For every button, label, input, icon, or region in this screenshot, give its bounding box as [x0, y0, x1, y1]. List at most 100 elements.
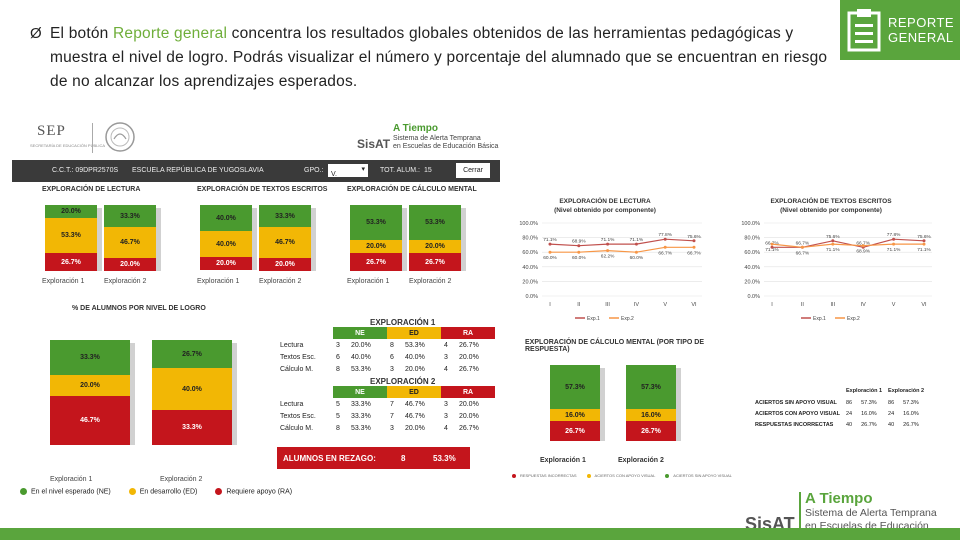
hdr-ed: ED: [387, 327, 441, 339]
point-0: [770, 245, 774, 249]
data-label: 62.2%: [601, 254, 615, 260]
table-cell: 8: [336, 365, 340, 373]
rezago-pct: 53.3%: [433, 454, 456, 463]
table-cell: 26.7%: [861, 421, 877, 428]
table-cell: 40.0%: [350, 353, 371, 361]
data-label: 77.8%: [658, 232, 672, 238]
rezago-count: 8: [401, 454, 406, 463]
x-tick: III: [831, 302, 836, 308]
table-cell: 4: [444, 365, 448, 373]
table-cell: 57.3%: [903, 399, 919, 406]
table-cell: 86: [888, 399, 895, 406]
legend-label: Exp.1: [587, 316, 600, 322]
school-name: ESCUELA REPÚBLICA DE YUGOSLAVIA: [132, 167, 264, 174]
table-cell: 33.3%: [350, 400, 371, 408]
hdr-ne: NE: [333, 386, 387, 398]
rezago-box: ALUMNOS EN REZAGO: 8 53.3%: [277, 447, 470, 469]
data-label: 75.6%: [826, 234, 840, 240]
hdr-ne: NE: [333, 327, 387, 339]
table-cell: 8: [390, 341, 394, 349]
sisat-brand: SisAT: [357, 137, 391, 151]
total-label: TOT. ALUM.:: [380, 167, 420, 174]
table-cell: Cálculo M.: [280, 365, 314, 373]
red-dot-icon: [215, 488, 223, 495]
big-chart-title: % DE ALUMNOS POR NIVEL DE LOGRO: [72, 305, 206, 312]
table-cell: ACIERTOS CON APOYO VISUAL: [755, 410, 840, 417]
point-1: [606, 249, 610, 253]
point-1: [548, 250, 552, 254]
legend-dot-icon: [512, 473, 516, 478]
cct-label: C.C.T.: 09DPR2570S: [52, 167, 119, 174]
mini-1-label-1: Exploración 2: [259, 278, 302, 285]
point-1: [892, 242, 896, 246]
series-line-1: [771, 243, 924, 248]
table-cell: 3: [390, 365, 394, 373]
point-1: [770, 242, 774, 246]
reporte-general-badge: REPORTE GENERAL: [840, 0, 960, 60]
table-cell: 40: [888, 421, 895, 428]
table-row: Lectura 3 20.0% 8 53.3% 4 26.7%: [277, 339, 495, 351]
point-1: [634, 250, 638, 254]
exp1-title: EXPLORACIÓN 1: [370, 318, 436, 327]
table-cell: Lectura: [280, 341, 304, 349]
cm-col1-seg-2: 26.7%: [550, 421, 600, 441]
table-cell: 20.0%: [404, 365, 425, 373]
table-cell: ACIERTOS SIN APOYO VISUAL: [755, 399, 837, 406]
school-info-bar: C.C.T.: 09DPR2570S ESCUELA REPÚBLICA DE …: [12, 160, 500, 182]
cm-col2-seg-1: 16.0%: [626, 409, 676, 421]
cm-table-panel: Exploración 1 Exploración 2 ACIERTOS SIN A…: [752, 385, 927, 430]
legend-label: Exp.2: [621, 316, 634, 322]
mini-2-col1-seg-1: 20.0%: [350, 240, 402, 253]
table-cell: 8: [336, 424, 340, 432]
close-button[interactable]: Cerrar: [456, 163, 490, 178]
intro-text-after: concentra los resultados globales obteni…: [50, 25, 828, 90]
data-label: 75.6%: [917, 234, 931, 240]
data-label: 71.1%: [601, 237, 615, 243]
data-label: 66.7%: [687, 250, 701, 256]
rezago-label: ALUMNOS EN REZAGO:: [283, 454, 376, 463]
table-cell: 3: [444, 400, 448, 408]
data-label: 71.1%: [630, 237, 644, 243]
table-row: Lectura 5 33.3% 7 46.7% 3 20.0%: [277, 398, 495, 410]
y-tick: 20.0%: [522, 279, 538, 285]
legend-dot-icon: [665, 473, 670, 478]
point-0: [663, 237, 667, 241]
cm-col1-seg-0: 57.3%: [550, 365, 600, 409]
table-cell: 53.3%: [350, 424, 371, 432]
series-line-1: [550, 246, 694, 253]
table-cell: 3: [444, 412, 448, 420]
grupo-select[interactable]: V. ▾: [328, 164, 368, 178]
table-cell: 20.0%: [458, 412, 479, 420]
line-title: EXPLORACIÓN DE TEXTOS ESCRITOS: [770, 196, 892, 205]
table-cell: 53.3%: [404, 341, 425, 349]
y-tick: 80.0%: [522, 236, 538, 242]
table-cell: 3: [336, 341, 340, 349]
table-cell: 26.7%: [903, 421, 919, 428]
table-row: Cálculo M. 8 53.3% 3 20.0% 4 26.7%: [277, 422, 495, 434]
brand-sub2: en Escuelas de Educación Básica: [393, 143, 499, 150]
big-label-1: Exploración 2: [160, 476, 203, 483]
hdr-ra: RA: [441, 327, 495, 339]
cm-label-0: Exploración 1: [540, 457, 586, 464]
level-legend: En el nivel esperado (NE) En desarrollo …: [20, 488, 292, 495]
table-cell: 5: [336, 412, 340, 420]
mini-0-col2-seg-2: 20.0%: [104, 258, 156, 271]
table-cell: 4: [444, 341, 448, 349]
table-cell: 3: [444, 353, 448, 361]
cm-title: EXPLORACIÓN DE CÁLCULO MENTAL (POR TIPO …: [525, 339, 705, 353]
mini-1-col1-seg-2: 20.0%: [200, 257, 252, 270]
table-cell: 20.0%: [350, 341, 371, 349]
mini-title-1: EXPLORACIÓN DE TEXTOS ESCRITOS: [197, 186, 328, 193]
table-cell: 16.0%: [903, 410, 919, 417]
cm-legend-item: ACIERTOS SIN APOYO VISUAL: [665, 473, 732, 478]
mini-title-2: EXPLORACIÓN DE CÁLCULO MENTAL: [347, 186, 477, 193]
line-subtitle: (Nivel obtenido por componente): [780, 207, 882, 214]
mini-2-col2-shadow: [461, 208, 466, 271]
table-cell: 20.0%: [458, 353, 479, 361]
table-cell: 7: [390, 400, 394, 408]
data-label: 71.1%: [917, 247, 931, 253]
point-0: [922, 239, 926, 243]
a-tiempo-title: A Tiempo: [393, 123, 439, 134]
mini-0-col1-shadow: [97, 208, 102, 271]
data-label: 66.7%: [856, 240, 870, 246]
